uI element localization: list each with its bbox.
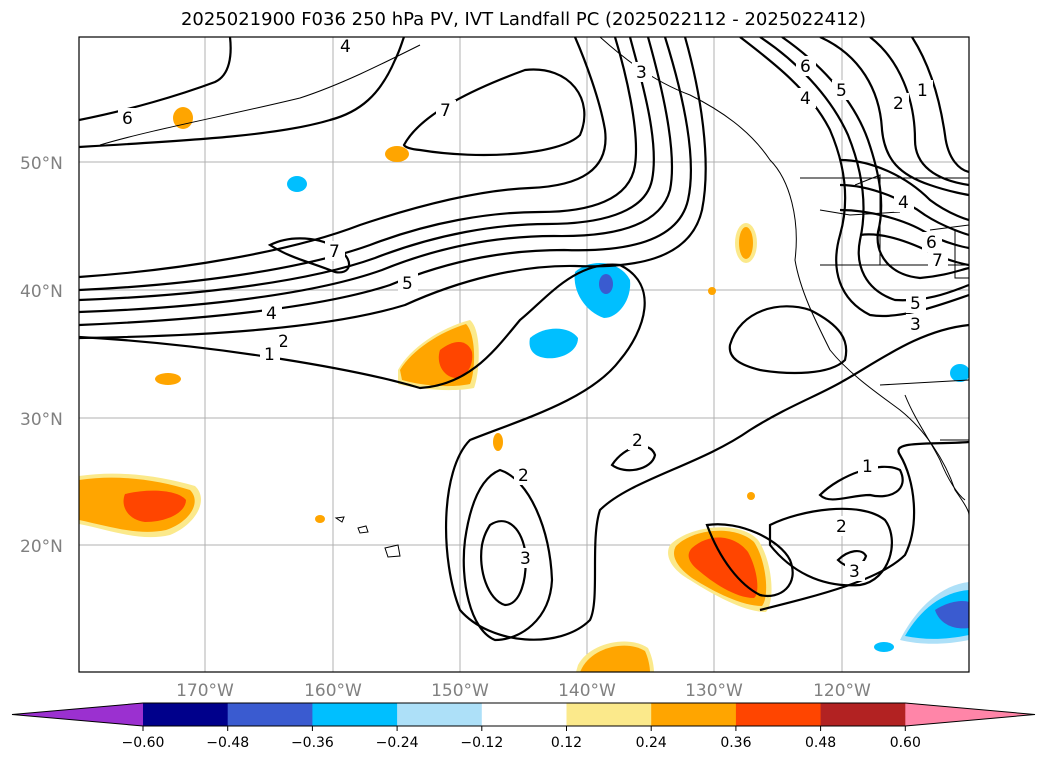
colorbar-tick-label: 0.48 xyxy=(805,735,836,751)
contour-label: 3 xyxy=(520,549,531,569)
lon-label: 170°W xyxy=(176,681,234,701)
contour-label: 2 xyxy=(518,466,529,486)
colorbar-tick-label: −0.60 xyxy=(122,735,165,751)
contour-label: 2 xyxy=(836,517,847,537)
contour-label: 2 xyxy=(893,94,904,114)
contour-label: 1 xyxy=(264,345,275,365)
longitude-labels: 170°W 160°W 150°W 140°W 130°W 120°W xyxy=(176,681,871,701)
ivt-contours xyxy=(79,37,969,642)
contour-label: 7 xyxy=(932,251,943,271)
lat-label: 30°N xyxy=(20,410,63,430)
contour-label: 3 xyxy=(910,315,921,335)
colorbar-segment xyxy=(397,703,483,726)
colorbar-segment xyxy=(481,703,567,726)
colorbar-segment xyxy=(651,703,737,726)
contour-label: 4 xyxy=(266,304,277,324)
colorbar-segment xyxy=(566,703,652,726)
lon-label: 150°W xyxy=(431,681,489,701)
contour-label: 4 xyxy=(340,37,351,57)
map-title: 2025021900 F036 250 hPa PV, IVT Landfall… xyxy=(180,9,867,30)
colorbar-tick-label: −0.24 xyxy=(376,735,419,751)
colorbar-tick-label: −0.36 xyxy=(291,735,334,751)
contour-label: 5 xyxy=(402,274,413,294)
contour-label: 1 xyxy=(917,81,928,101)
contour-label: 1 xyxy=(862,457,873,477)
contour-label: 7 xyxy=(440,101,451,121)
lat-label: 20°N xyxy=(20,537,63,557)
lat-label: 40°N xyxy=(20,282,63,302)
contour-labels: 6 7 5 4 2 1 7 6 4 5 2 1 4 6 7 5 3 2 2 3 … xyxy=(118,37,948,582)
contour-label: 3 xyxy=(636,63,647,83)
contour-label: 5 xyxy=(836,81,847,101)
colorbar: −0.60 −0.48 −0.36 −0.24 −0.12 0.12 0.24 0.36 0.4… xyxy=(11,702,1036,751)
latitude-labels: 50°N 40°N 30°N 20°N xyxy=(20,154,63,557)
lon-label: 140°W xyxy=(558,681,616,701)
contour-label: 6 xyxy=(926,233,937,253)
contour-label: 3 xyxy=(849,562,860,582)
colorbar-tick-label: −0.48 xyxy=(206,735,249,751)
colorbar-tick-label: 0.60 xyxy=(890,735,921,751)
contour-label: 2 xyxy=(632,431,643,451)
colorbar-segment xyxy=(227,703,313,726)
colorbar-segment xyxy=(143,703,229,726)
colorbar-extend-min xyxy=(12,703,143,726)
colorbar-tick-label: −0.12 xyxy=(460,735,503,751)
lat-label: 50°N xyxy=(20,154,63,174)
contour-label: 2 xyxy=(278,332,289,352)
colorbar-segment xyxy=(735,703,822,726)
contour-label: 4 xyxy=(898,193,909,213)
contour-label: 4 xyxy=(800,89,811,109)
colorbar-segment xyxy=(820,703,906,726)
colorbar-tick-label: 0.36 xyxy=(720,735,751,751)
contour-label: 6 xyxy=(800,57,811,77)
colorbar-segment xyxy=(312,703,398,726)
contour-label: 6 xyxy=(122,109,133,129)
contour-label: 7 xyxy=(329,242,340,262)
colorbar-tick-label: 0.12 xyxy=(551,735,582,751)
map-frame xyxy=(78,36,970,673)
colorbar-extend-max xyxy=(905,703,1035,726)
colorbar-tick-label: 0.24 xyxy=(636,735,667,751)
contour-label: 5 xyxy=(910,294,921,314)
lon-label: 130°W xyxy=(685,681,743,701)
lon-label: 160°W xyxy=(304,681,362,701)
lon-label: 120°W xyxy=(813,681,871,701)
